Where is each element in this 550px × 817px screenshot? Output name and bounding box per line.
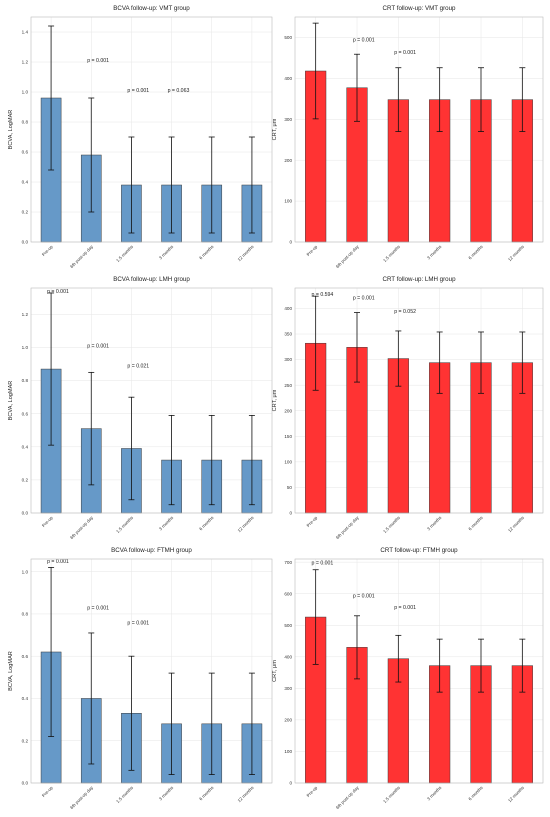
y-tick-label: 1.0 <box>22 90 29 95</box>
y-tick-label: 500 <box>284 623 292 628</box>
p-value-annotation: p = 0.063 <box>168 88 190 94</box>
chart-title: CRT follow-up: VMT group <box>383 5 456 12</box>
chart-title: BCVA follow-up: FTMH group <box>111 547 192 554</box>
y-axis-label: BCVA, LogMAR <box>8 381 14 421</box>
chart-title: BCVA follow-up: LMH group <box>113 276 190 283</box>
y-tick-label: 0.6 <box>22 150 29 155</box>
y-tick-label: 150 <box>284 434 292 439</box>
y-tick-label: 350 <box>284 332 292 337</box>
p-value-annotation: p = 0.001 <box>127 88 149 94</box>
y-tick-label: 100 <box>284 749 292 754</box>
y-tick-label: 700 <box>284 560 292 565</box>
y-tick-label: 100 <box>284 199 292 204</box>
y-tick-label: 500 <box>284 35 292 40</box>
y-tick-label: 100 <box>284 459 292 464</box>
y-tick-label: 300 <box>284 117 292 122</box>
p-value-annotation: p = 0.001 <box>312 561 334 567</box>
y-axis-label: BCVA, LogMAR <box>8 651 14 691</box>
y-tick-label: 0.6 <box>22 654 29 659</box>
x-tick-label: 3 months <box>426 785 443 802</box>
y-tick-label: 0.2 <box>22 210 29 215</box>
y-tick-label: 0.8 <box>22 378 29 383</box>
x-tick-label: Pre-op <box>306 785 319 798</box>
p-value-annotation: p = 0.594 <box>312 292 334 298</box>
y-tick-label: 0 <box>289 240 292 245</box>
y-tick-label: 0.0 <box>22 240 29 245</box>
y-tick-label: 200 <box>284 408 292 413</box>
plot-frame <box>30 287 273 514</box>
y-tick-label: 0.0 <box>22 781 29 786</box>
chart-title: CRT follow-up: LMH group <box>382 276 456 283</box>
p-value-annotation: p = 0.052 <box>394 309 416 315</box>
p-value-annotation: p = 0.001 <box>353 38 375 44</box>
y-tick-label: 1.0 <box>22 345 29 350</box>
x-tick-label: 1.5 months <box>382 785 401 804</box>
plot-frame <box>294 558 544 784</box>
y-tick-label: 0.4 <box>22 444 29 449</box>
p-value-annotation: p = 0.001 <box>47 289 69 295</box>
y-tick-label: 400 <box>284 76 292 81</box>
y-axis-label: CRT, μm <box>272 660 278 682</box>
y-tick-label: 200 <box>284 158 292 163</box>
p-value-annotation: p = 0.001 <box>87 58 109 64</box>
p-value-annotation: p = 0.001 <box>127 621 149 627</box>
y-tick-label: 0 <box>289 781 292 786</box>
p-value-annotation: p = 0.001 <box>353 593 375 599</box>
y-axis-label: BCVA, LogMAR <box>8 110 14 150</box>
y-tick-label: 50 <box>287 485 293 490</box>
p-value-annotation: p = 0.001 <box>394 50 416 56</box>
y-tick-label: 250 <box>284 383 292 388</box>
y-tick-label: 0.8 <box>22 120 29 125</box>
p-value-annotation: p = 0.021 <box>127 363 149 369</box>
y-tick-label: 0.4 <box>22 696 29 701</box>
y-tick-label: 600 <box>284 591 292 596</box>
plot-frame <box>294 16 544 243</box>
y-tick-label: 1.0 <box>22 569 29 574</box>
y-tick-label: 1.2 <box>22 312 29 317</box>
y-tick-label: 1.4 <box>22 30 29 35</box>
y-tick-label: 200 <box>284 718 292 723</box>
y-tick-label: 300 <box>284 686 292 691</box>
p-value-annotation: p = 0.001 <box>353 295 375 301</box>
chart-title: CRT follow-up: FTMH group <box>380 547 458 554</box>
x-tick-label: 6th post-op day <box>335 785 361 811</box>
y-tick-label: 0.2 <box>22 738 29 743</box>
chart-title: BCVA follow-up: VMT group <box>113 5 190 12</box>
p-value-annotation: p = 0.001 <box>394 605 416 611</box>
y-tick-label: 0.4 <box>22 180 29 185</box>
plot-frame <box>294 287 544 514</box>
y-tick-label: 0.0 <box>22 511 29 516</box>
p-value-annotation: p = 0.001 <box>47 559 69 565</box>
x-tick-label: 12 months <box>507 785 526 804</box>
y-tick-label: 0.2 <box>22 478 29 483</box>
p-value-annotation: p = 0.001 <box>87 344 109 350</box>
y-axis-label: CRT, μm <box>272 389 278 411</box>
plot-frame <box>30 16 273 243</box>
y-tick-label: 300 <box>284 357 292 362</box>
y-tick-label: 0 <box>289 511 292 516</box>
p-value-annotation: p = 0.001 <box>87 606 109 612</box>
y-tick-label: 0.6 <box>22 411 29 416</box>
y-tick-label: 0.8 <box>22 612 29 617</box>
y-tick-label: 400 <box>284 654 292 659</box>
y-axis-label: CRT, μm <box>272 118 278 140</box>
x-tick-label: 6 months <box>467 785 484 802</box>
y-tick-label: 400 <box>284 306 292 311</box>
plot-frame <box>30 558 273 784</box>
y-tick-label: 1.2 <box>22 60 29 65</box>
